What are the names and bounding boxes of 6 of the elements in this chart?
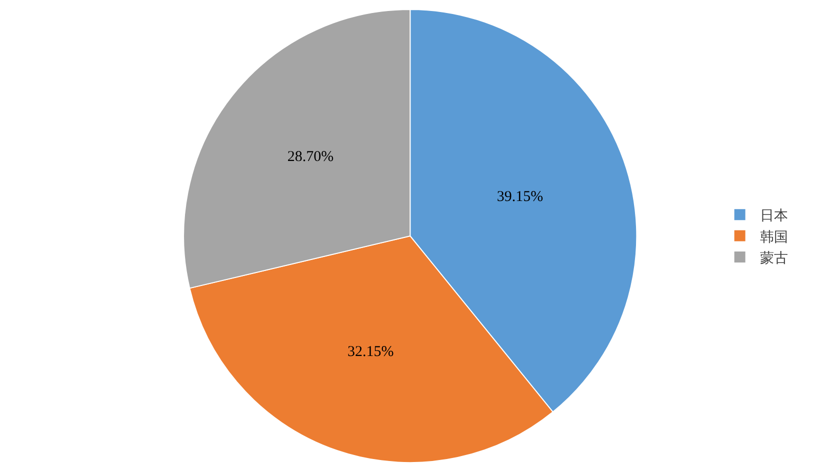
data-label: 28.70% — [287, 149, 334, 166]
data-label: 32.15% — [347, 344, 394, 360]
data-label: 39.15% — [496, 189, 544, 206]
legend-label: 蒙古 — [760, 250, 788, 266]
legend-label: 日本 — [760, 208, 788, 224]
legend-label: 韩国 — [760, 229, 788, 246]
